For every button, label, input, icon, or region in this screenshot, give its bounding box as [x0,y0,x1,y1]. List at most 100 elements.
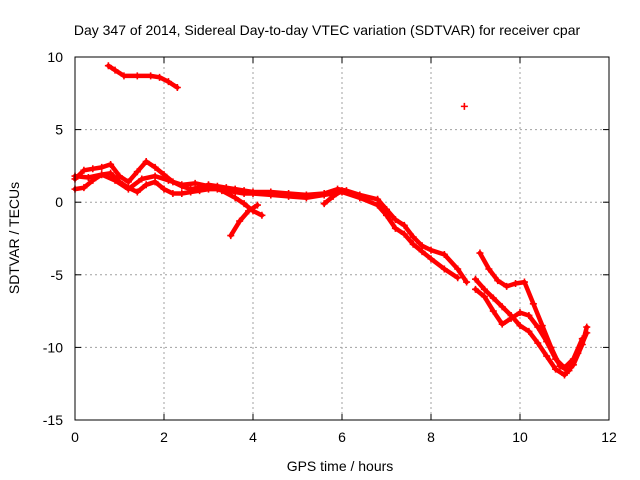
series-arc-upper-isolated [104,62,181,91]
data-point [107,169,115,177]
data-point [507,314,515,322]
data-point [133,72,141,80]
data-point [480,293,488,301]
y-tick-label: 5 [55,122,63,138]
x-tick-label: 0 [71,429,79,445]
data-point [107,160,115,168]
data-point [561,364,568,372]
series-line [72,159,469,285]
y-axis-label: SDTVAR / TECUs [6,182,22,294]
data-point [124,185,132,193]
x-tick-label: 2 [160,429,168,445]
data-point [196,187,204,195]
data-point [400,221,408,229]
data-point [147,72,155,80]
data-point [427,246,435,254]
data-point [520,278,528,286]
data-point [480,285,488,293]
data-point [89,165,97,173]
data-point [111,176,119,184]
data-point [142,158,150,166]
data-point [552,355,560,363]
data-point [329,192,337,200]
axis-ticks: 0 2 4 6 8 10 12 -15 -10 -5 0 5 10 [43,49,617,445]
data-point [98,163,106,171]
data-point [516,309,524,317]
data-point [489,294,497,302]
data-point [205,182,212,190]
data-point [240,189,248,197]
data-point [561,371,568,379]
data-point [164,78,172,86]
y-tick-label: -10 [43,339,63,355]
data-point [543,338,551,346]
data-point [151,172,159,180]
x-tick-label: 6 [338,429,346,445]
data-point [133,168,141,176]
data-point [409,233,417,241]
data-point [440,265,448,273]
data-point [80,166,88,174]
data-point [320,191,328,199]
grid [75,57,609,420]
data-point [454,274,462,282]
data-point [485,265,493,273]
data-point [498,303,506,311]
data-point [173,83,181,91]
data-point [503,282,511,290]
data-point [191,179,199,187]
data-point [164,176,172,184]
data-point [142,181,150,189]
x-tick-label: 4 [249,429,257,445]
data-point [302,194,310,202]
data-layer [71,62,591,379]
data-point [160,185,168,193]
data-point [494,277,502,285]
x-axis-label: GPS time / hours [287,458,394,474]
data-point [534,323,542,331]
series-arc-late-c [472,285,586,372]
data-point [440,250,448,258]
x-tick-label: 8 [427,429,435,445]
series-single-point [460,102,468,110]
data-point [525,311,533,319]
data-point [583,329,591,337]
data-point [383,211,390,219]
data-point [187,188,195,196]
series-line [72,172,265,218]
data-point [543,352,551,360]
data-point [498,320,506,328]
data-point [178,189,186,197]
data-point [169,189,177,197]
data-point [374,201,382,209]
data-point [565,367,573,375]
data-point [391,224,399,232]
data-point [249,189,257,197]
data-point [356,192,364,200]
data-point [258,211,266,219]
data-point [98,171,106,179]
series-short-arc-6h [320,187,364,208]
data-point [120,72,128,80]
data-point [227,232,235,240]
data-point [240,200,248,208]
data-point [285,192,293,200]
data-point [400,230,408,238]
data-point [267,191,275,199]
data-point [104,62,112,70]
data-point [534,339,542,347]
data-point [552,365,560,373]
y-tick-label: 10 [47,49,63,65]
data-point [84,174,92,182]
data-point [538,322,546,330]
data-point [178,181,186,189]
data-point [253,201,261,209]
data-point [525,327,533,335]
x-tick-label: 12 [601,429,617,445]
data-point [111,66,119,74]
data-point [578,335,586,343]
series-line [228,202,260,238]
data-point [391,216,399,224]
data-point [320,200,328,208]
